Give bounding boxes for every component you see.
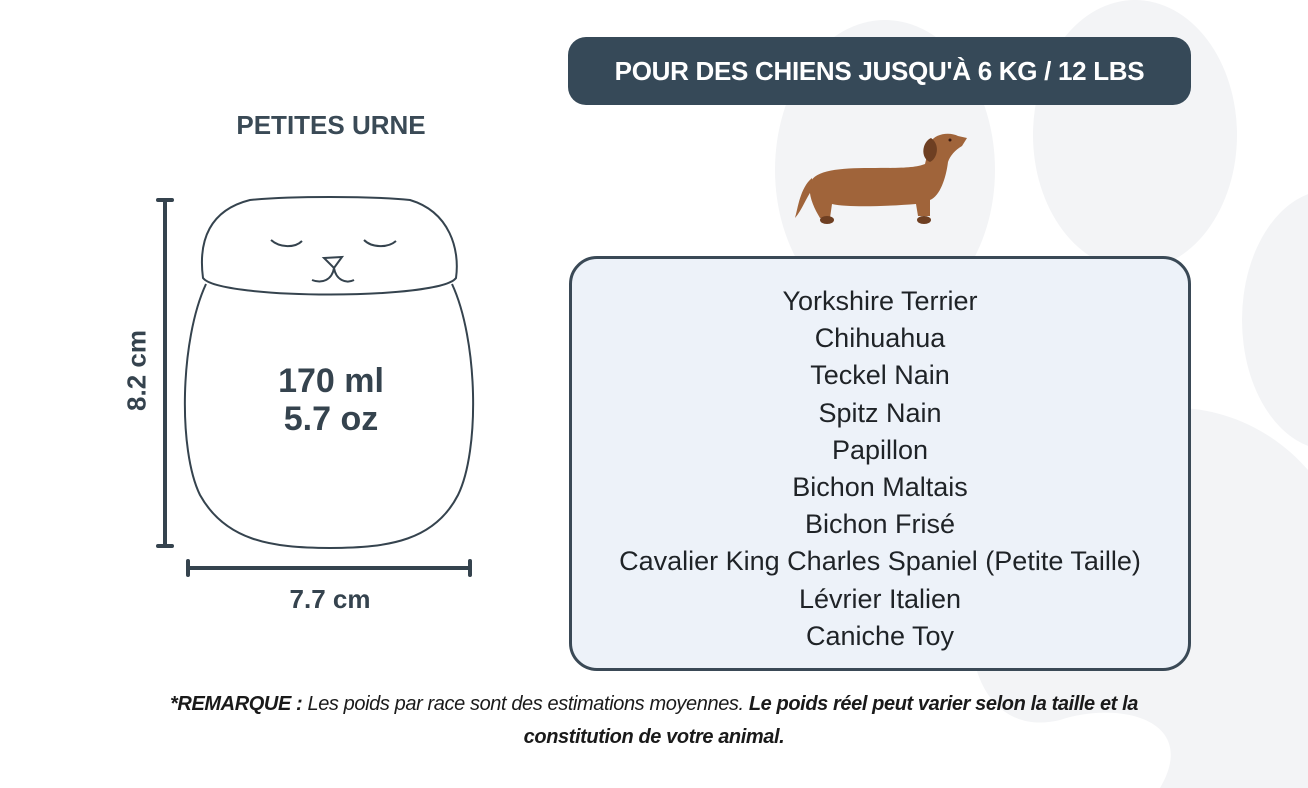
note-emphasis: Le poids réel peut varier selon la taill… [523,693,1139,748]
breed-item: Lévrier Italien [798,583,962,614]
breed-item: Chihuahua [814,323,946,354]
dachshund-icon [795,133,967,224]
urn-title: PETITES URNE [236,110,426,140]
urn-illustration [156,196,475,577]
urn-volume: 170 ml 5.7 oz [231,362,431,438]
breed-list-box: Yorkshire Terrier Chihuahua Teckel Nain … [569,256,1191,671]
width-label: 7.7 cm [289,584,371,614]
urn-body [183,283,475,550]
note-label: *REMARQUE : [170,693,303,715]
disclaimer-note: *REMARQUE : Les poids par race sont des … [150,688,1158,754]
cat-nose [321,255,345,270]
volume-ml: 170 ml [278,362,384,400]
breed-list: Yorkshire Terrier Chihuahua Teckel Nain … [572,283,1188,655]
height-label: 8.2 cm [121,330,152,411]
cat-mouth [311,267,355,283]
breed-item: Papillon [831,434,929,465]
breed-item: Bichon Maltais [792,472,968,503]
breed-item: Bichon Frisé [804,509,956,540]
volume-oz: 5.7 oz [283,400,379,438]
cat-eye-right [363,239,397,248]
breed-item: Cavalier King Charles Spaniel (Petite Ta… [619,546,1141,577]
note-text: Les poids par race sont des estimations … [302,693,749,715]
breed-item: Yorkshire Terrier [782,286,978,316]
urn-lid [201,196,458,296]
weight-limit-badge: POUR DES CHIENS JUSQU'À 6 KG / 12 LBS [568,37,1191,105]
cat-eye-left [270,239,303,248]
breed-item: Teckel Nain [810,360,950,391]
breed-item: Spitz Nain [818,397,942,428]
breed-item: Caniche Toy [805,620,955,651]
